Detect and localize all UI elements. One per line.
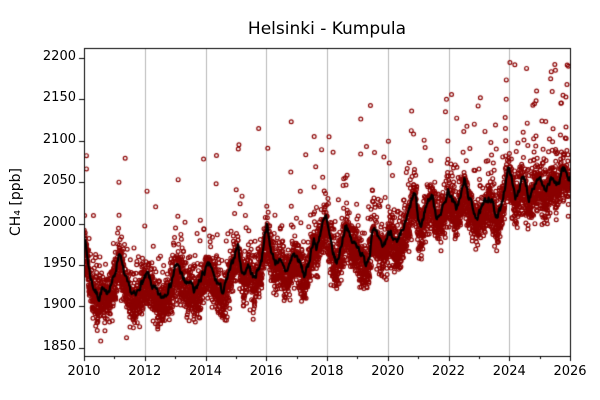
x-tick-label: 2018 [310,364,344,379]
x-tick-label: 2012 [128,364,162,379]
y-tick-label: 2050 [42,173,76,189]
y-tick-label: 2200 [42,48,76,64]
y-axis-label: CH₄ [ppb] [8,168,24,236]
chart-title: Helsinki - Kumpula [247,19,407,39]
x-tick-label: 2022 [431,364,466,379]
y-tick-label: 2000 [42,214,76,230]
y-tick-label: 2150 [42,90,76,106]
x-tick-label: 2026 [553,364,587,379]
y-tick-label: 1900 [42,297,76,313]
y-tick-label: 2100 [42,131,76,147]
x-tick-label: 2016 [249,364,283,379]
x-tick-label: 2024 [492,364,526,379]
x-tick-label: 2014 [188,364,223,379]
x-tick-label: 2010 [67,364,101,379]
y-tick-label: 1850 [42,338,76,354]
y-tick-label: 1950 [42,255,76,271]
x-tick-label: 2020 [371,364,405,379]
